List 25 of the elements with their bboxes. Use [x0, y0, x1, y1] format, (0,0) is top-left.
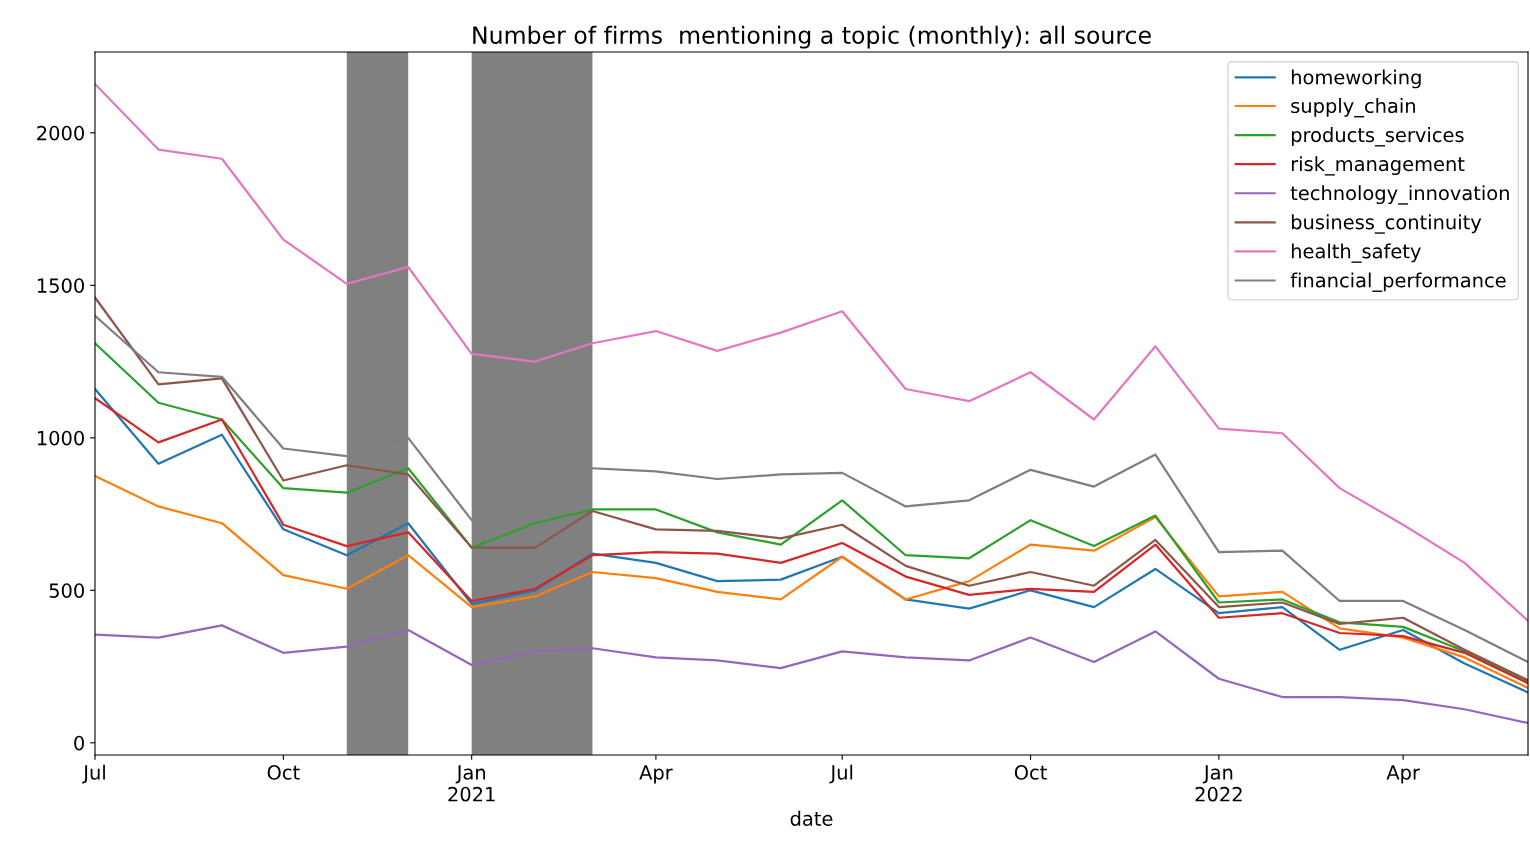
legend-label: products_services	[1291, 127, 1464, 147]
legend-label: financial_performance	[1290, 272, 1506, 292]
legend-label: health_safety	[1291, 243, 1421, 263]
chart-title: Number of firms mentioning a topic (monthly): all source	[473, 25, 1151, 49]
y-tick-label: 1500	[37, 278, 84, 293]
x-tick-label: Apr	[639, 765, 673, 784]
y-tick-label: 500	[49, 583, 84, 598]
legend-label: homeworking	[1291, 69, 1421, 89]
line-series	[95, 624, 1528, 725]
x-tick-label: Jul	[829, 764, 853, 784]
x-tick-label: Jul	[82, 764, 105, 784]
x-tick-label: Oct	[1014, 765, 1047, 780]
x-tick-label: Oct	[267, 765, 300, 780]
line-series	[95, 474, 1528, 690]
legend-label: risk_management	[1291, 156, 1465, 176]
x-tick-label: Jan 2022	[1195, 765, 1242, 802]
legend-label: technology_innovation	[1290, 185, 1509, 205]
x-tick-label: Apr	[1386, 765, 1420, 784]
y-tick-label: 2000	[37, 125, 84, 141]
legend-label: supply_chain	[1291, 98, 1415, 118]
y-tick-label: 0	[74, 735, 84, 751]
x-tick-label: Jan 2021	[448, 765, 495, 802]
y-tick-label: 1000	[37, 430, 84, 446]
legend-label: business_continuity	[1291, 214, 1482, 234]
x-axis-title: date	[790, 810, 833, 826]
